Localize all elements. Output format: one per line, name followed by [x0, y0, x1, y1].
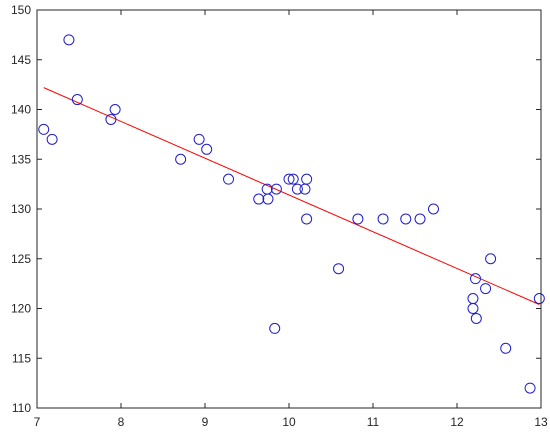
fit-line-layer — [43, 87, 540, 305]
data-point-11 — [253, 193, 265, 205]
data-point-35 — [524, 382, 536, 394]
data-point-22 — [333, 263, 345, 275]
data-point-9 — [201, 143, 213, 155]
data-point-36 — [533, 293, 545, 305]
data-point-26 — [414, 213, 426, 225]
data-point-4 — [71, 94, 83, 106]
data-point-21 — [301, 213, 313, 225]
data-point-18 — [291, 183, 303, 195]
data-point-27 — [427, 203, 439, 215]
data-point-31 — [470, 312, 482, 324]
data-point-15 — [270, 183, 282, 195]
y-tick-label: 120 — [11, 302, 31, 316]
data-point-10 — [223, 173, 235, 185]
y-tick-label: 130 — [11, 202, 31, 216]
data-point-8 — [193, 133, 205, 145]
data-points-layer — [38, 34, 545, 394]
x-tick-label: 9 — [202, 415, 209, 429]
data-point-33 — [485, 253, 497, 265]
data-point-1 — [38, 123, 50, 135]
y-tick-label: 115 — [12, 351, 31, 365]
x-tick-label: 11 — [367, 415, 380, 429]
data-point-16 — [283, 173, 295, 185]
data-point-17 — [287, 173, 299, 185]
data-point-32 — [480, 283, 492, 295]
data-point-2 — [46, 133, 58, 145]
data-point-24 — [377, 213, 389, 225]
y-tick-label: 125 — [11, 252, 31, 266]
data-point-14 — [269, 322, 281, 334]
y-tick-label: 145 — [11, 53, 31, 67]
data-point-25 — [400, 213, 412, 225]
y-tick-label: 150 — [11, 3, 31, 17]
x-tick-label: 8 — [118, 415, 125, 429]
data-point-34 — [500, 342, 512, 354]
data-point-13 — [262, 193, 274, 205]
y-tick-label: 110 — [12, 401, 31, 415]
x-axis-ticks: 7 8 9 10 11 12 13 — [34, 10, 548, 429]
data-point-7 — [175, 153, 187, 165]
plot-background — [37, 10, 541, 408]
data-point-6 — [109, 104, 121, 115]
data-point-3 — [63, 34, 75, 46]
y-tick-label: 140 — [11, 103, 31, 117]
y-tick-label: 135 — [11, 152, 31, 166]
x-tick-label: 7 — [34, 415, 41, 429]
x-tick-label: 10 — [282, 415, 296, 429]
data-point-30 — [469, 273, 481, 285]
fit-line — [43, 87, 540, 305]
data-point-29 — [467, 303, 479, 314]
data-point-23 — [352, 213, 364, 225]
data-point-20 — [301, 173, 313, 185]
x-tick-label: 13 — [534, 415, 548, 429]
data-point-5 — [105, 113, 117, 125]
y-axis-ticks: 110 115 120 125 130 135 140 145 150 — [11, 3, 541, 415]
x-tick-label: 12 — [450, 415, 464, 429]
